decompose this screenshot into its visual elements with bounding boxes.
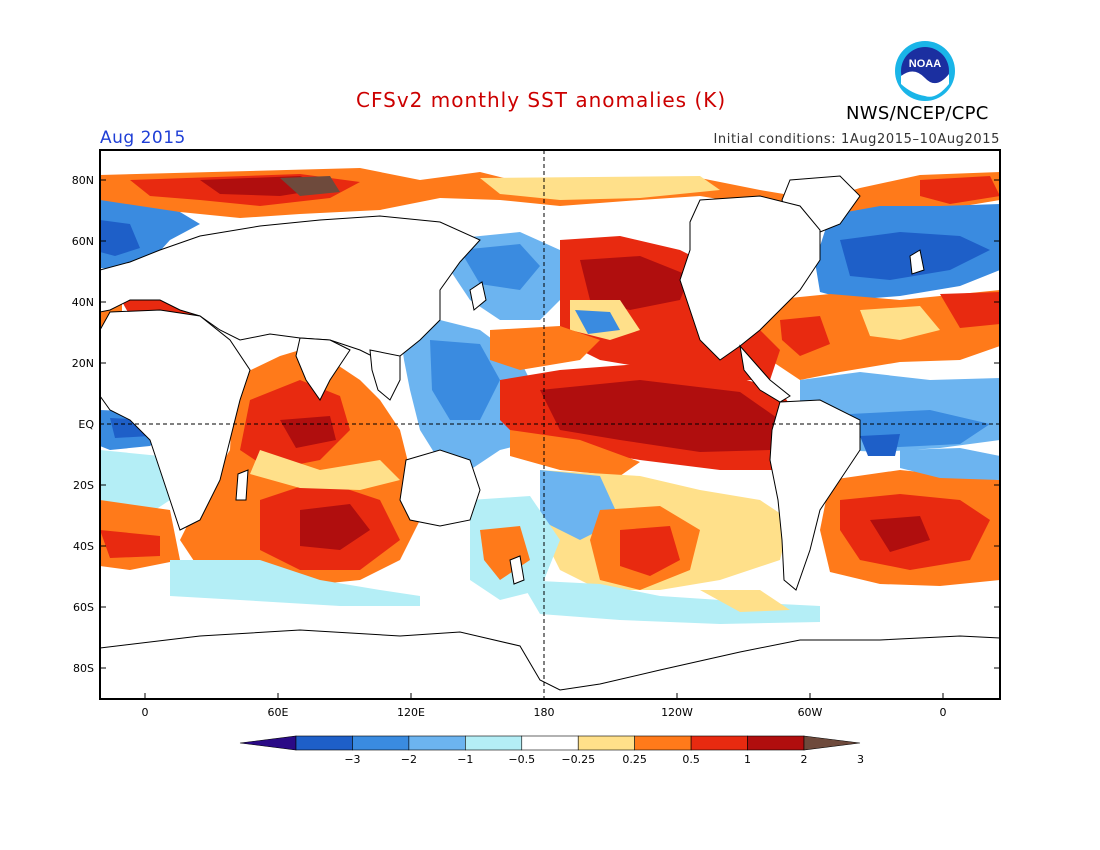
lon-label: 60E xyxy=(268,706,289,719)
lat-label: 60N xyxy=(72,235,94,248)
agency-label: NWS/NCEP/CPC xyxy=(846,103,989,124)
lon-label: 0 xyxy=(142,706,149,719)
colorbar-label: 0.5 xyxy=(682,753,700,766)
map-frame xyxy=(99,149,1001,700)
map-title: CFSv2 monthly SST anomalies (K) xyxy=(356,88,727,112)
lon-label: 0 xyxy=(940,706,947,719)
lon-label: 60W xyxy=(798,706,823,719)
colorbar: −3 −2 −1 −0.5 −0.25 0.25 0.5 1 2 3 xyxy=(239,735,864,766)
colorbar-box xyxy=(295,735,353,751)
colorbar-box xyxy=(465,735,523,751)
colorbar-label: 1 xyxy=(744,753,751,766)
colorbar-box xyxy=(577,735,635,751)
lat-label: EQ xyxy=(78,418,94,431)
lat-label: 40N xyxy=(72,296,94,309)
colorbar-label: −1 xyxy=(457,753,473,766)
colorbar-box xyxy=(408,735,466,751)
noaa-logo-text: NOAA xyxy=(909,58,941,70)
colorbar-label: −2 xyxy=(401,753,417,766)
colorbar-box xyxy=(690,735,748,751)
colorbar-box xyxy=(352,735,410,751)
colorbar-label: 2 xyxy=(801,753,808,766)
tick-marks xyxy=(100,179,1000,699)
colorbar-high-extension xyxy=(803,735,861,751)
latitude-labels: 80N 60N 40N 20N EQ 20S 40S 60S 80S xyxy=(72,174,95,675)
colorbar-box xyxy=(747,735,805,751)
colorbar-label: 0.25 xyxy=(622,753,647,766)
colorbar-label: −0.25 xyxy=(561,753,595,766)
colorbar-label: 3 xyxy=(857,753,864,766)
lon-label: 120E xyxy=(397,706,425,719)
lat-label: 20S xyxy=(73,479,94,492)
forecast-month: Aug 2015 xyxy=(100,128,186,148)
colorbar-box xyxy=(521,735,579,751)
longitude-labels: 0 60E 120E 180 120W 60W 0 xyxy=(142,706,947,719)
lat-label: 80N xyxy=(72,174,94,187)
lat-label: 20N xyxy=(72,357,94,370)
colorbar-low-extension xyxy=(239,735,297,751)
colorbar-label: −3 xyxy=(344,753,360,766)
noaa-logo: NOAA xyxy=(895,41,955,101)
lon-label: 120W xyxy=(661,706,693,719)
lon-label: 180 xyxy=(534,706,555,719)
lat-label: 80S xyxy=(73,662,94,675)
lat-label: 60S xyxy=(73,601,94,614)
colorbar-label: −0.5 xyxy=(508,753,535,766)
continents xyxy=(100,175,1000,699)
colorbar-box xyxy=(634,735,692,751)
initial-conditions: Initial conditions: 1Aug2015–10Aug2015 xyxy=(713,132,1000,147)
lat-label: 40S xyxy=(73,540,94,553)
